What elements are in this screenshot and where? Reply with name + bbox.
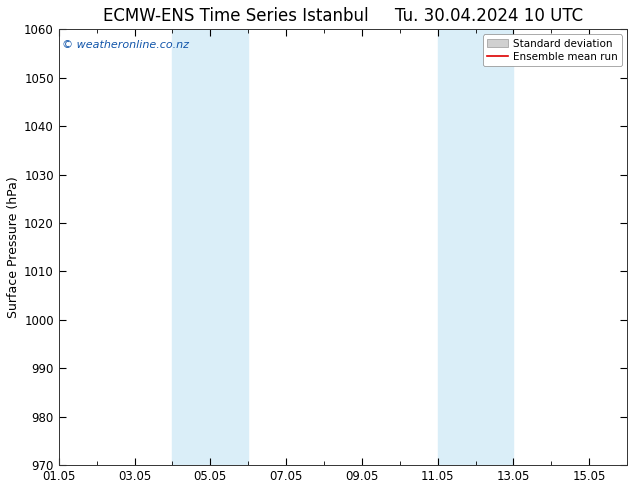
Title: ECMW-ENS Time Series Istanbul     Tu. 30.04.2024 10 UTC: ECMW-ENS Time Series Istanbul Tu. 30.04.…	[103, 7, 583, 25]
Y-axis label: Surface Pressure (hPa): Surface Pressure (hPa)	[7, 176, 20, 318]
Text: © weatheronline.co.nz: © weatheronline.co.nz	[61, 40, 188, 50]
Bar	[172, 29, 248, 465]
Bar	[437, 29, 514, 465]
Legend: Standard deviation, Ensemble mean run: Standard deviation, Ensemble mean run	[482, 34, 622, 66]
